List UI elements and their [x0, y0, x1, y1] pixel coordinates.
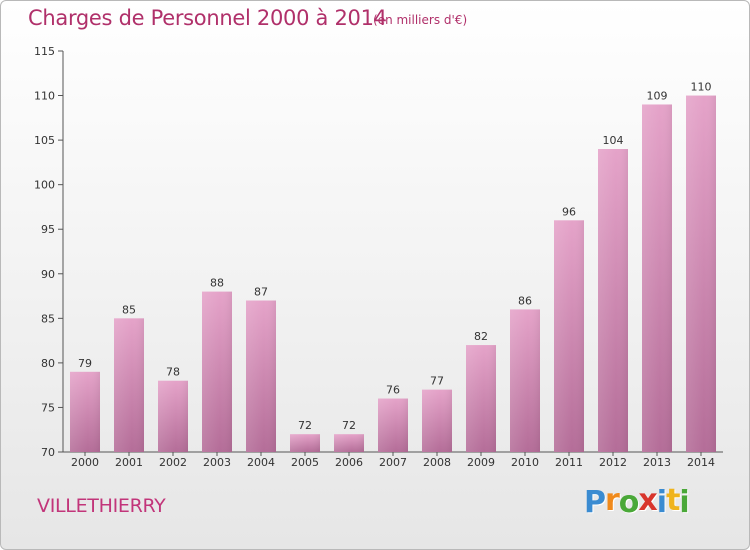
- bars: 79 85 78 88 87 72 72 76 77 82 86 96 104 109 110: [70, 81, 716, 453]
- data-label-2000: 79: [78, 357, 92, 370]
- y-tick-label: 70: [41, 446, 55, 459]
- data-label-2003: 88: [210, 277, 224, 290]
- data-label-2007: 76: [386, 384, 400, 397]
- x-tick-label-2004: 2004: [247, 456, 275, 469]
- x-tick-label-2000: 2000: [71, 456, 99, 469]
- x-axis: 2000 2001 2002 2003 2004 2005 2006 2007 2008 2009…: [63, 451, 723, 469]
- y-tick-label: 110: [34, 90, 55, 103]
- y-tick-label: 115: [34, 45, 55, 58]
- logo-letter: r: [605, 483, 620, 518]
- x-tick-label-2005: 2005: [291, 456, 319, 469]
- chart-subtitle: (en milliers d'€): [373, 13, 468, 27]
- x-tick-label-2013: 2013: [643, 456, 671, 469]
- bar-shade-2005: [290, 434, 320, 452]
- data-label-2006: 72: [342, 419, 356, 432]
- bar-shade-2002: [158, 380, 188, 452]
- logo-letter: P: [584, 485, 606, 520]
- data-label-2005: 72: [298, 419, 312, 432]
- y-tick-label: 95: [41, 223, 55, 236]
- x-tick-label-2007: 2007: [379, 456, 407, 469]
- x-tick-label-2006: 2006: [335, 456, 363, 469]
- x-tick-label-2011: 2011: [555, 456, 583, 469]
- x-tick-label-2009: 2009: [467, 456, 495, 469]
- logo-letter: o: [618, 485, 640, 520]
- bar-shade-2013: [642, 104, 672, 452]
- bar-shade-2012: [598, 149, 628, 452]
- bar-shade-2006: [334, 434, 364, 452]
- bar-shade-2001: [114, 318, 144, 452]
- bar-shade-2007: [378, 398, 408, 452]
- data-label-2014: 110: [691, 81, 712, 94]
- x-tick-label-2014: 2014: [687, 456, 715, 469]
- y-axis: 70 75 80 85 90 95 100 105 110 115: [34, 45, 64, 459]
- x-tick-label-2010: 2010: [511, 456, 539, 469]
- proxiti-logo: Proxiti: [584, 483, 690, 520]
- bar-shade-2008: [422, 389, 452, 452]
- bar-shade-2004: [246, 300, 276, 452]
- logo-letter: i: [679, 485, 689, 520]
- data-label-2004: 87: [254, 286, 268, 299]
- data-label-2011: 96: [562, 205, 576, 218]
- y-tick-label: 85: [41, 312, 55, 325]
- bar-shade-2009: [466, 345, 496, 452]
- y-tick-label: 100: [34, 179, 55, 192]
- bar-shade-2010: [510, 309, 540, 452]
- y-tick-label: 80: [41, 357, 55, 370]
- x-tick-label-2001: 2001: [115, 456, 143, 469]
- x-tick-label-2008: 2008: [423, 456, 451, 469]
- place-name: VILLETHIERRY: [37, 495, 166, 517]
- bar-shade-2011: [554, 220, 584, 452]
- chart-title: Charges de Personnel 2000 à 2014: [28, 6, 387, 30]
- x-tick-label-2002: 2002: [159, 456, 187, 469]
- bar-shade-2000: [70, 371, 100, 452]
- logo-letter: x: [638, 483, 657, 518]
- logo-letter: i: [656, 485, 667, 520]
- data-label-2009: 82: [474, 330, 488, 343]
- x-tick-label-2003: 2003: [203, 456, 231, 469]
- bar-shade-2003: [202, 291, 232, 452]
- data-label-2012: 104: [603, 134, 624, 147]
- x-tick-label-2012: 2012: [599, 456, 627, 469]
- y-tick-label: 90: [41, 268, 55, 281]
- logo-letter: t: [666, 483, 680, 518]
- y-tick-label: 105: [34, 134, 55, 147]
- data-label-2013: 109: [647, 89, 668, 102]
- bar-shade-2014: [686, 95, 716, 453]
- data-label-2010: 86: [518, 294, 532, 307]
- y-tick-label: 75: [41, 401, 55, 414]
- data-label-2008: 77: [430, 375, 444, 388]
- data-label-2002: 78: [166, 366, 180, 379]
- data-label-2001: 85: [122, 303, 136, 316]
